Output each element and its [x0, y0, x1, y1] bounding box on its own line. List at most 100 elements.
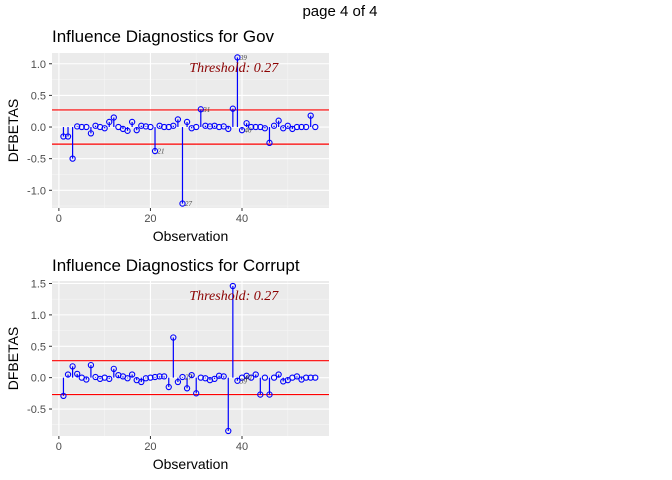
dfbetas-point — [147, 123, 154, 131]
dfbetas-point — [225, 125, 232, 133]
threshold-annotation: Threshold: 0.27 — [189, 61, 279, 76]
dfbetas-point — [138, 378, 145, 386]
dfbetas-point — [69, 155, 76, 162]
dfbetas-point — [215, 123, 223, 131]
dfbetas-point — [248, 123, 255, 131]
dfbetas-point — [261, 374, 269, 381]
dfbetas-point — [69, 363, 76, 370]
dfbetas-point — [202, 122, 209, 129]
dfbetas-point — [234, 54, 241, 61]
dfbetas-point — [161, 373, 168, 380]
x-tick-label: 40 — [236, 213, 248, 225]
dfbetas-point — [64, 371, 72, 378]
threshold-annotation: Threshold: 0.27 — [189, 289, 279, 304]
dfbetas-point — [78, 123, 85, 131]
dfbetas-point — [110, 365, 117, 373]
point-label: 21 — [158, 148, 165, 156]
dfbetas-point — [206, 123, 214, 130]
chart-1: 0 20 40 -1.0 -0.5 0.0 0.5 1.0 21 27 31 39 40 Threshol… — [5, 27, 329, 244]
dfbetas-point — [261, 125, 269, 132]
y-axis-title: DFBETAS — [5, 99, 21, 163]
dfbetas-point — [298, 123, 305, 131]
dfbetas-point — [170, 122, 177, 129]
dfbetas-point — [174, 378, 182, 386]
dfbetas-point — [74, 370, 81, 378]
y-axis-title: DFBETAS — [5, 327, 21, 391]
dfbetas-point — [110, 114, 117, 121]
y-tick-label: 1.0 — [31, 310, 46, 322]
dfbetas-point — [179, 200, 186, 207]
dfbetas-point — [312, 123, 319, 131]
page-label: page 4 of 4 — [302, 3, 378, 20]
dfbetas-point — [275, 371, 282, 378]
y-tick-label: 1.5 — [31, 279, 46, 291]
dfbetas-point — [215, 372, 223, 379]
dfbetas-point — [106, 375, 113, 383]
dfbetas-point — [234, 377, 241, 384]
dfbetas-point — [183, 385, 191, 392]
plot-panel — [52, 281, 329, 436]
dfbetas-point — [220, 123, 227, 130]
dfbetas-point — [229, 282, 237, 290]
dfbetas-point — [106, 118, 113, 126]
dfbetas-point — [133, 127, 140, 134]
dfbetas-point — [270, 122, 278, 129]
dfbetas-point — [243, 120, 250, 127]
dfbetas-point — [220, 373, 227, 380]
chart-title: Influence Diagnostics for Gov — [52, 27, 275, 46]
dfbetas-point — [83, 123, 90, 131]
dfbetas-point — [179, 373, 186, 381]
dfbetas-point — [128, 371, 136, 378]
dfbetas-point — [284, 122, 291, 129]
dfbetas-point — [302, 374, 310, 381]
x-axis-title: Observation — [153, 228, 228, 244]
dfbetas-point — [252, 371, 259, 378]
x-tick-label: 20 — [144, 441, 156, 453]
dfbetas-point — [307, 374, 314, 381]
y-tick-label: -1.0 — [27, 185, 46, 197]
x-tick-label: 0 — [56, 213, 62, 225]
dfbetas-point — [284, 376, 291, 384]
dfbetas-point — [156, 373, 163, 380]
y-tick-label: 0.5 — [31, 341, 46, 353]
dfbetas-point — [211, 375, 218, 383]
dfbetas-point — [229, 105, 237, 112]
dfbetas-point — [183, 118, 191, 126]
dfbetas-point — [170, 334, 177, 341]
y-tick-label: -0.5 — [27, 404, 46, 416]
y-tick-label: 1.0 — [31, 59, 46, 71]
dfbetas-point — [161, 123, 168, 131]
y-tick-label: 0.0 — [31, 373, 46, 385]
dfbetas-point — [193, 123, 200, 131]
dfbetas-point — [302, 123, 310, 131]
x-tick-label: 0 — [56, 441, 62, 453]
dfbetas-point — [225, 427, 232, 435]
dfbetas-point — [128, 118, 136, 126]
dfbetas-point — [197, 374, 204, 381]
dfbetas-point — [293, 373, 301, 380]
dfbetas-point — [266, 391, 273, 398]
dfbetas-point — [60, 133, 67, 140]
point-label: 27 — [185, 200, 193, 208]
dfbetas-point — [238, 127, 246, 134]
y-tick-label: 0.0 — [31, 122, 46, 134]
dfbetas-point — [124, 375, 131, 382]
dfbetas-point — [83, 376, 90, 383]
x-tick-label: 20 — [144, 213, 156, 225]
point-label: 31 — [202, 106, 210, 114]
point-label: 27 — [185, 374, 193, 382]
dfbetas-point — [174, 116, 182, 123]
point-label: 40 — [245, 127, 253, 135]
y-tick-label: 0.5 — [31, 90, 46, 102]
dfbetas-point — [142, 375, 150, 382]
dfbetas-point — [87, 130, 95, 137]
y-tick-label: -0.5 — [27, 154, 46, 166]
dfbetas-point — [312, 374, 319, 381]
dfbetas-point — [252, 123, 259, 131]
dfbetas-point — [275, 117, 282, 124]
point-label: 40 — [245, 374, 253, 382]
x-axis-title: Observation — [153, 456, 228, 472]
dfbetas-point — [197, 106, 204, 113]
